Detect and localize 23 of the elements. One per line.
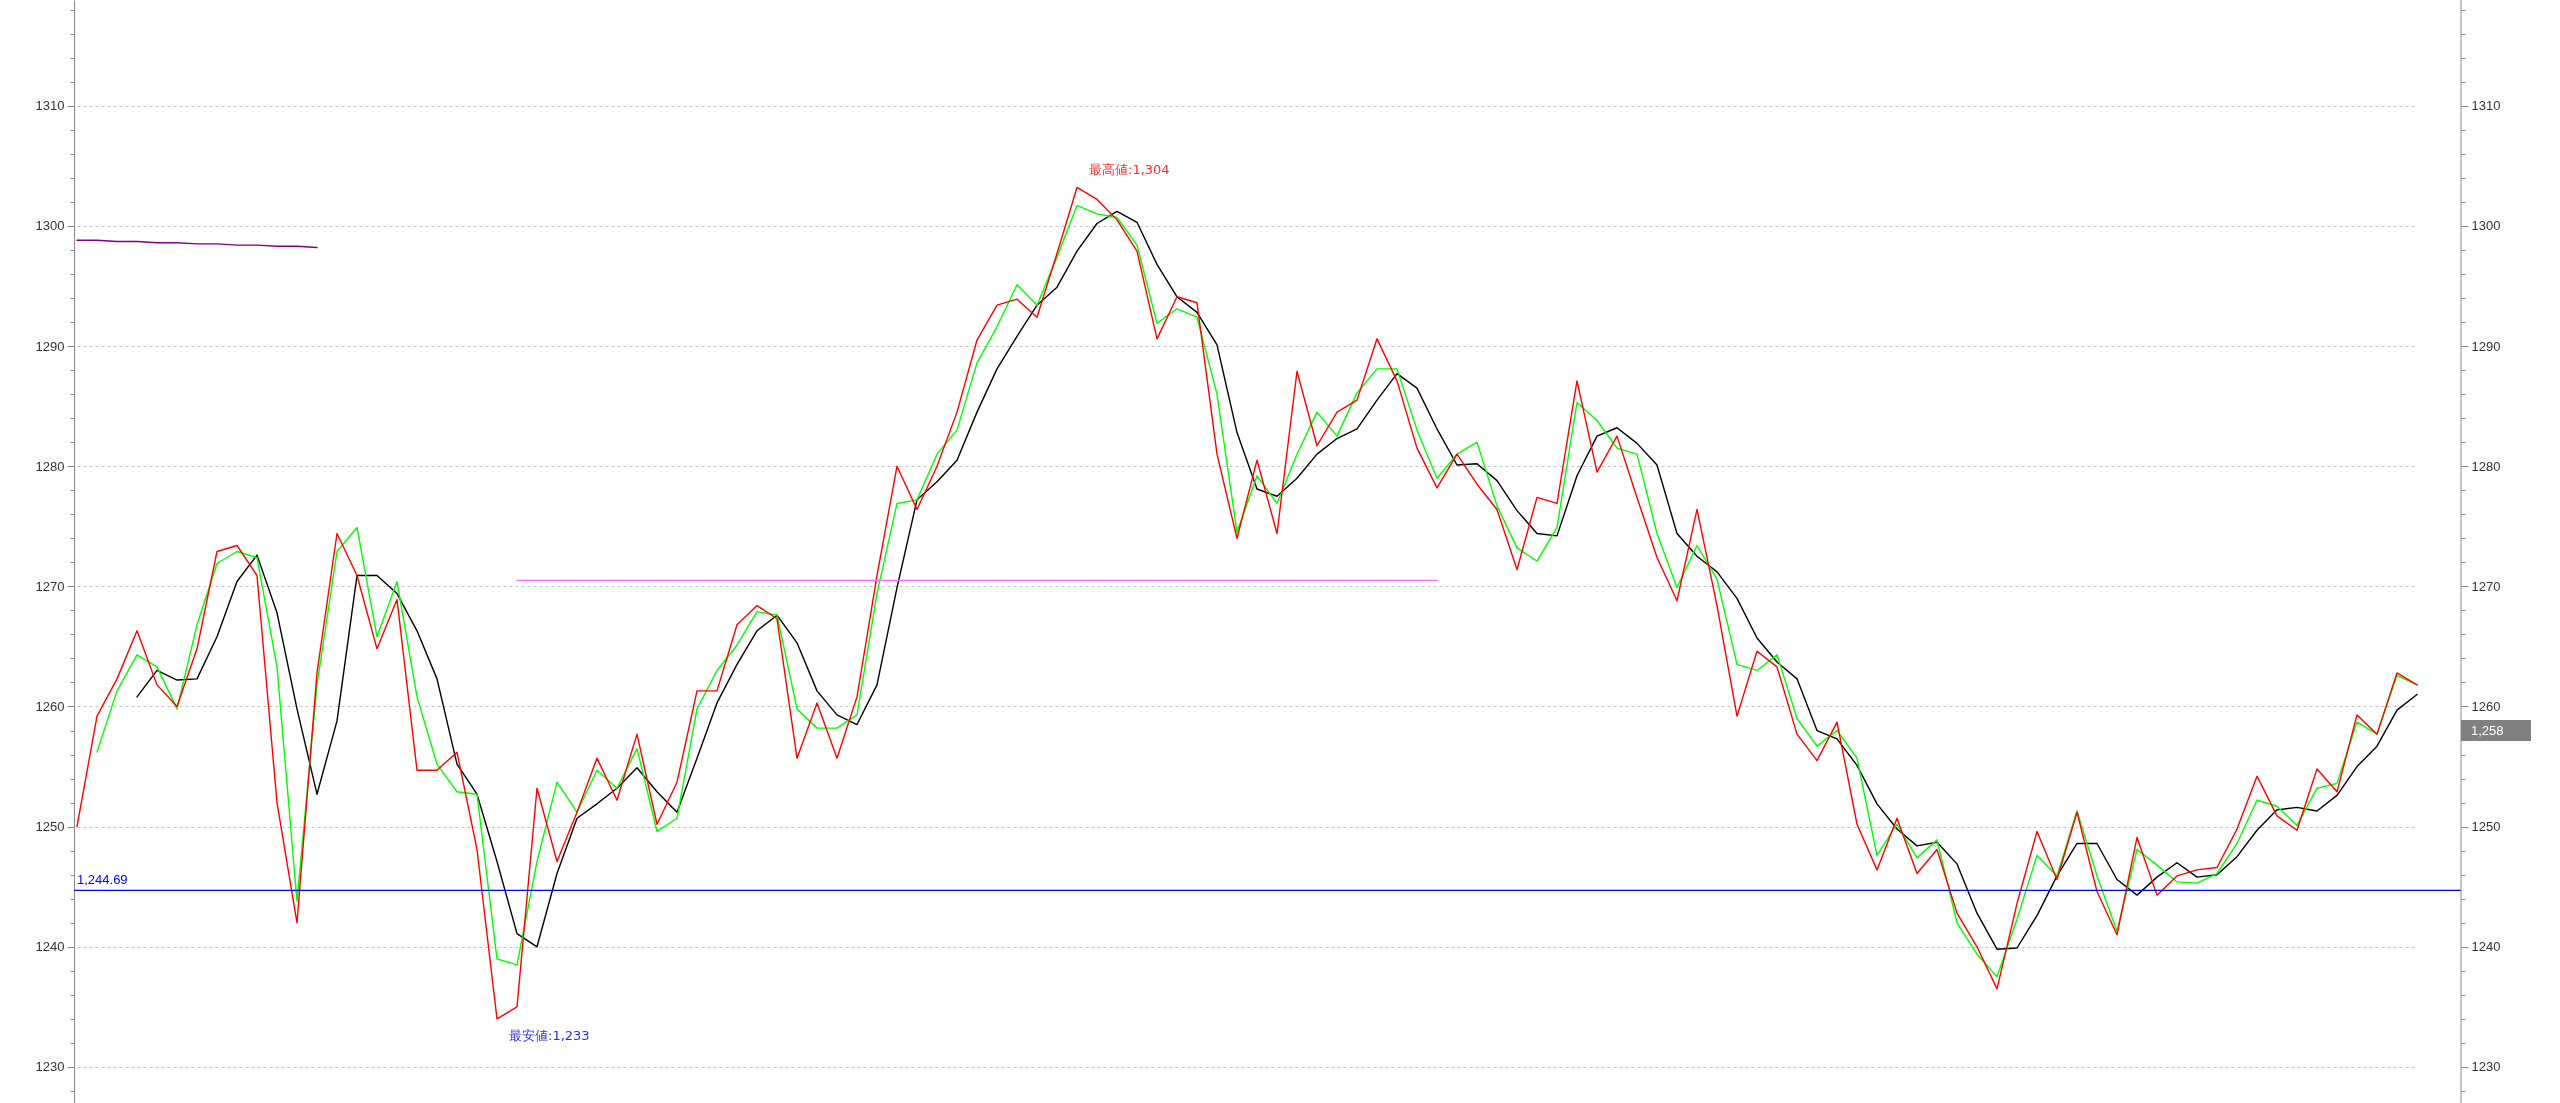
annotation: 最安値:1,233 bbox=[509, 1027, 590, 1043]
y-tick-label: 1250 bbox=[35, 819, 65, 835]
y-tick-label: 1240 bbox=[35, 939, 65, 955]
y-tick-label: 1260 bbox=[35, 699, 65, 714]
y2-tick-label: 1,258 bbox=[2471, 722, 2504, 738]
y2-tick-label: 1260 bbox=[2471, 699, 2501, 714]
y-tick-label: 1290 bbox=[35, 338, 65, 354]
y2-tick-label: 1310 bbox=[2471, 98, 2501, 114]
y2-tick-label: 1300 bbox=[2471, 218, 2501, 234]
y2-tick-label: 1240 bbox=[2471, 939, 2501, 955]
y-tick-label: 1270 bbox=[35, 578, 65, 594]
y2-tick-label: 1290 bbox=[2471, 338, 2501, 354]
y-tick-label: 1310 bbox=[35, 98, 65, 114]
y-tick-label: 1300 bbox=[35, 218, 65, 234]
y2-tick-label: 1230 bbox=[2471, 1059, 2501, 1075]
y2-tick-label: 1250 bbox=[2471, 819, 2501, 835]
ref-line-label: 1,244.69 bbox=[77, 872, 128, 888]
y-tick-label: 1280 bbox=[35, 458, 65, 474]
y2-tick-label: 1270 bbox=[2471, 578, 2501, 594]
line-series bbox=[76, 239, 318, 249]
annotation: 最高値:1,304 bbox=[1089, 162, 1170, 178]
y2-tick-label: 1280 bbox=[2471, 458, 2501, 474]
y-tick-label: 1230 bbox=[35, 1059, 65, 1075]
